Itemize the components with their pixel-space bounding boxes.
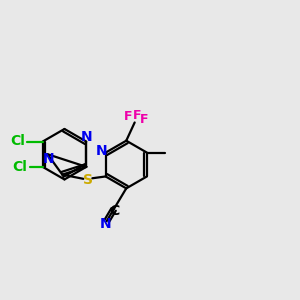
Text: C: C [110, 204, 120, 218]
Text: N: N [96, 144, 107, 158]
Text: N: N [100, 217, 112, 231]
Text: F: F [133, 109, 142, 122]
Text: Cl: Cl [11, 134, 26, 148]
Text: N: N [43, 152, 55, 166]
Text: N: N [80, 130, 92, 143]
Text: S: S [83, 173, 93, 187]
Text: Cl: Cl [12, 160, 27, 174]
Text: F: F [123, 110, 132, 123]
Text: F: F [140, 113, 149, 126]
